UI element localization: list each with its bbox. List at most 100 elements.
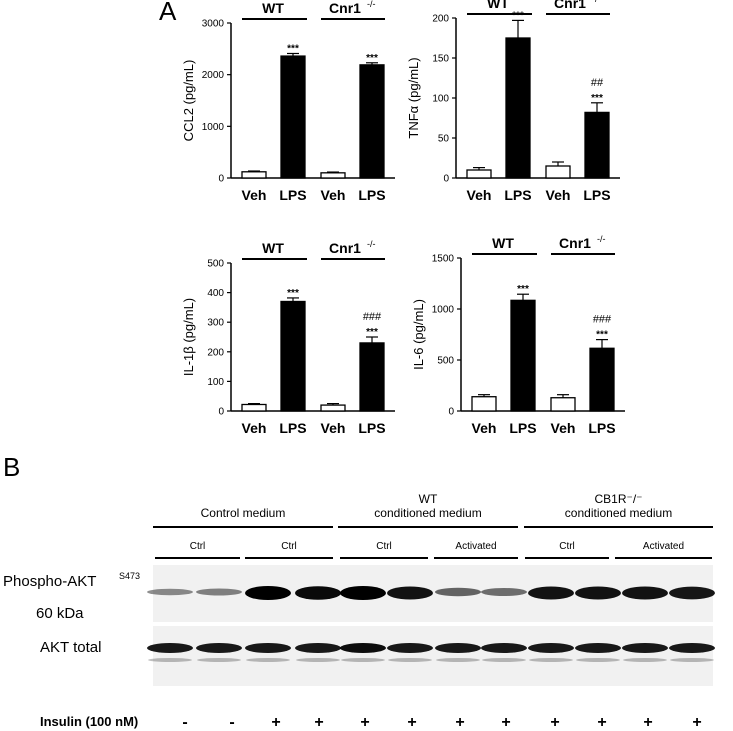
bar-veh	[545, 165, 571, 179]
total-band	[387, 643, 433, 653]
insulin-sign: -	[229, 714, 234, 731]
phospho-row-label: Phospho-AKT	[3, 573, 96, 590]
group-label-wt: WT	[492, 235, 514, 251]
phospho-band	[481, 588, 527, 596]
category-label: LPS	[583, 187, 610, 203]
y-tick-label: 3000	[202, 19, 225, 30]
insulin-sign: +	[550, 714, 559, 731]
total-band-lower	[296, 658, 340, 662]
y-tick-label: 400	[207, 288, 224, 299]
insulin-sign: +	[407, 714, 416, 731]
subgroup-label: Ctrl	[281, 541, 297, 552]
bar-lps	[280, 300, 306, 412]
group-label-cnr1: Cnr1	[559, 235, 591, 251]
bar-veh	[320, 404, 346, 412]
panel-label-a: A	[159, 0, 177, 26]
category-label: Veh	[467, 187, 492, 203]
bar-lps	[359, 64, 385, 179]
bar-veh	[320, 172, 346, 179]
y-tick-label: 500	[207, 259, 224, 270]
bar-lps	[505, 37, 531, 179]
y-axis-label: IL-6 (pg/mL)	[411, 299, 426, 370]
total-band-lower	[529, 658, 573, 662]
category-label: LPS	[358, 187, 385, 203]
y-tick-label: 200	[432, 14, 449, 25]
condition-label: Control medium	[201, 506, 286, 520]
group-label-cnr1: Cnr1	[329, 240, 361, 256]
bar-lps	[584, 111, 610, 179]
significance-annotation: ***	[366, 327, 378, 338]
insulin-label: Insulin (100 nM)	[40, 714, 138, 729]
y-tick-label: 300	[207, 318, 224, 329]
y-tick-label: 100	[207, 377, 224, 388]
group-label-wt: WT	[262, 0, 284, 16]
insulin-sign: +	[271, 714, 280, 731]
hash-annotation: ###	[593, 314, 612, 326]
group-label-cnr1: Cnr1	[554, 0, 586, 11]
total-band-lower	[436, 658, 480, 662]
phospho-band	[669, 586, 715, 600]
total-band-lower	[197, 658, 241, 662]
insulin-sign: +	[643, 714, 652, 731]
category-label: Veh	[546, 187, 571, 203]
total-band-lower	[246, 658, 290, 662]
phospho-band	[196, 588, 242, 596]
group-label-wt: WT	[262, 240, 284, 256]
chart-4: 0 500 1000 1500 IL-6 (pg/mL) Veh *** LPS Veh *** #…	[411, 234, 625, 436]
total-band	[245, 643, 291, 653]
panel-label-b: B	[3, 452, 21, 482]
phospho-band	[528, 586, 574, 600]
y-axis-label: IL-1β (pg/mL)	[181, 298, 196, 376]
bar-lps	[280, 55, 306, 179]
y-tick-label: 500	[437, 356, 454, 367]
y-tick-label: 100	[432, 94, 449, 105]
total-band	[435, 643, 481, 653]
y-tick-label: 0	[448, 407, 454, 418]
total-band	[575, 643, 621, 653]
subgroup-label: Activated	[455, 541, 496, 552]
significance-annotation: ***	[287, 43, 299, 54]
y-tick-label: 2000	[202, 70, 225, 81]
group-label-wt: WT	[487, 0, 509, 11]
total-band	[295, 643, 341, 653]
category-label: Veh	[242, 420, 267, 436]
significance-annotation: ***	[517, 284, 529, 295]
category-label: Veh	[551, 420, 576, 436]
total-band	[669, 643, 715, 653]
total-band	[622, 643, 668, 653]
y-axis-label: CCL2 (pg/mL)	[181, 60, 196, 142]
phospho-band	[387, 586, 433, 600]
phospho-band	[340, 586, 386, 600]
phospho-band	[295, 586, 341, 600]
condition-label: conditioned medium	[565, 506, 672, 520]
total-band-lower	[148, 658, 192, 662]
insulin-sign: +	[501, 714, 510, 731]
hash-annotation: ##	[591, 77, 604, 89]
phospho-row-superscript: S473	[119, 571, 140, 581]
category-label: Veh	[472, 420, 497, 436]
category-label: Veh	[321, 187, 346, 203]
bar-lps	[589, 347, 615, 412]
category-label: LPS	[279, 420, 306, 436]
phospho-band	[435, 587, 481, 597]
bar-lps	[510, 299, 536, 412]
y-tick-label: 200	[207, 347, 224, 358]
category-label: LPS	[279, 187, 306, 203]
total-band-lower	[576, 658, 620, 662]
y-tick-label: 1500	[432, 254, 455, 265]
chart-2: 0 50 100 150 200 TNFα (pg/mL) Veh *** LPS Veh *** #…	[406, 0, 620, 203]
category-label: LPS	[358, 420, 385, 436]
insulin-sign: +	[360, 714, 369, 731]
y-tick-label: 50	[438, 134, 450, 145]
y-tick-label: 0	[443, 174, 449, 185]
chart-3: 0 100 200 300 400 500 IL-1β (pg/mL) Veh *** LPS Ve…	[181, 239, 395, 436]
molecular-weight-label: 60 kDa	[36, 605, 84, 622]
total-band	[147, 643, 193, 653]
condition-label: CB1R⁻/⁻	[594, 492, 642, 506]
group-label-superscript: -/-	[597, 234, 606, 244]
total-blot-frame	[153, 626, 713, 686]
category-label: LPS	[504, 187, 531, 203]
y-tick-label: 1000	[432, 305, 455, 316]
total-band	[528, 643, 574, 653]
